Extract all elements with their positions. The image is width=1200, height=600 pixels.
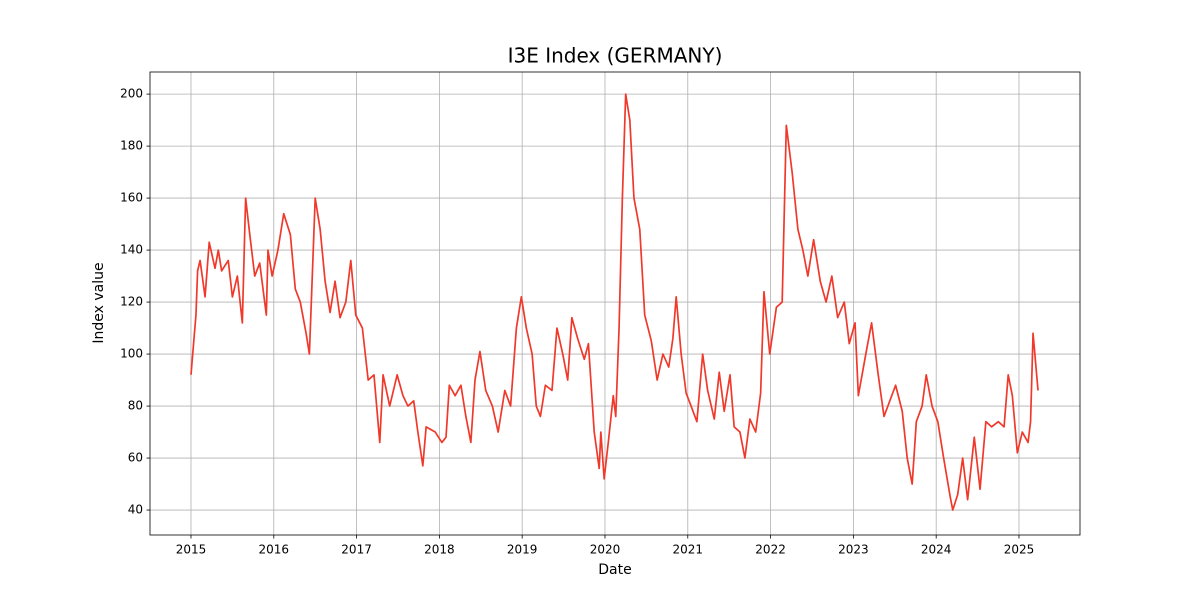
x-tick-label: 2023 xyxy=(838,543,869,557)
x-tick-label: 2016 xyxy=(259,543,290,557)
x-axis-label: Date xyxy=(598,562,631,578)
x-tick-label: 2025 xyxy=(1004,543,1035,557)
y-tick-label: 100 xyxy=(120,347,143,361)
y-tick-label: 140 xyxy=(120,243,143,257)
x-tick-label: 2020 xyxy=(590,543,621,557)
x-tick-label: 2022 xyxy=(755,543,786,557)
y-tick-label: 160 xyxy=(120,191,143,205)
chart-title: I3E Index (GERMANY) xyxy=(508,44,723,68)
x-tick-label: 2019 xyxy=(507,543,538,557)
y-axis-label: Index value xyxy=(91,262,107,343)
x-tick-label: 2017 xyxy=(341,543,372,557)
y-tick-label: 180 xyxy=(120,139,143,153)
x-tick-label: 2015 xyxy=(176,543,207,557)
y-tick-label: 80 xyxy=(128,399,143,413)
y-tick-label: 200 xyxy=(120,87,143,101)
x-tick-label: 2018 xyxy=(424,543,455,557)
data-line xyxy=(190,93,1039,511)
y-tick-label: 40 xyxy=(128,503,143,517)
y-tick-label: 60 xyxy=(128,451,143,465)
plot-frame xyxy=(149,71,1081,536)
y-tick-label: 120 xyxy=(120,295,143,309)
x-tick-label: 2021 xyxy=(673,543,704,557)
x-tick-label: 2024 xyxy=(921,543,952,557)
